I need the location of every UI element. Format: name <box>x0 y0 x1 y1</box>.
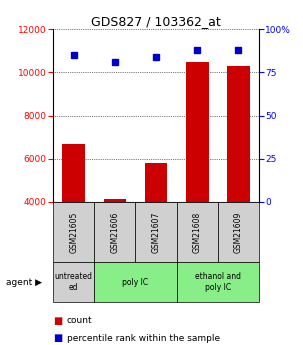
Text: GSM21605: GSM21605 <box>69 211 78 253</box>
Bar <box>145 163 167 202</box>
Text: GSM21609: GSM21609 <box>234 211 243 253</box>
Bar <box>104 199 126 202</box>
Text: count: count <box>67 316 92 325</box>
Text: GSM21607: GSM21607 <box>152 211 161 253</box>
Bar <box>62 144 85 202</box>
Text: agent ▶: agent ▶ <box>6 277 42 287</box>
Text: ■: ■ <box>53 316 62 326</box>
Text: percentile rank within the sample: percentile rank within the sample <box>67 334 220 343</box>
Text: GSM21606: GSM21606 <box>110 211 119 253</box>
Text: untreated
ed: untreated ed <box>55 272 93 292</box>
Bar <box>227 66 250 202</box>
Title: GDS827 / 103362_at: GDS827 / 103362_at <box>91 15 221 28</box>
Text: poly IC: poly IC <box>122 277 148 287</box>
Text: ethanol and
poly IC: ethanol and poly IC <box>195 272 241 292</box>
Text: ■: ■ <box>53 333 62 343</box>
Bar <box>186 62 208 202</box>
Text: GSM21608: GSM21608 <box>193 211 202 253</box>
